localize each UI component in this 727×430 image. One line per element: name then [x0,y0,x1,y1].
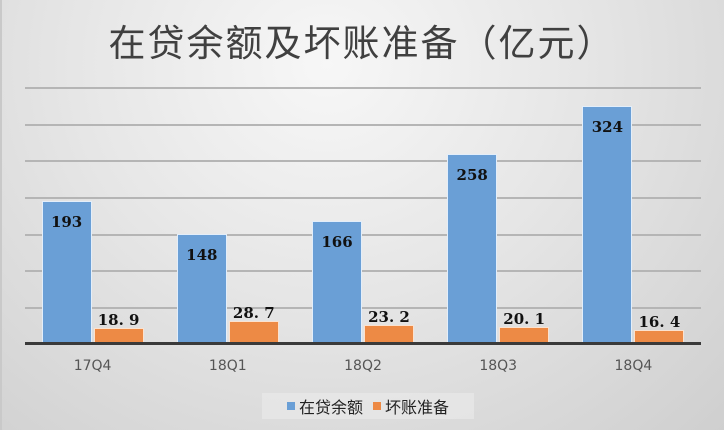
bar-loan-balance [41,201,92,342]
bar-bad-debt-provision [364,325,414,342]
gridline [25,234,701,236]
data-label-bad-debt-provision: 18. 9 [97,311,140,329]
legend-swatch-bad-debt-provision [373,402,381,410]
x-axis-label: 18Q1 [208,358,247,374]
bar-loan-balance [312,221,362,342]
x-axis-label: 18Q4 [614,358,653,374]
data-label-loan-balance: 193 [50,213,83,231]
legend-item-bad-debt-provision: 坏账准备 [373,394,449,418]
gridline [25,307,701,309]
bar-bad-debt-provision [228,321,279,342]
x-axis-label: 18Q2 [344,358,382,374]
data-label-loan-balance: 148 [186,246,218,264]
legend-item-loan-balance: 在贷余额 [286,394,363,418]
gridline [25,124,701,126]
data-label-loan-balance: 258 [456,166,488,184]
legend: 在贷余额 坏账准备 [262,393,474,419]
x-axis-label: 17Q4 [73,358,112,374]
data-label-bad-debt-provision: 28. 7 [232,304,275,322]
gridline [25,197,701,199]
bar-loan-balance [582,106,633,342]
legend-label-bad-debt-provision: 坏账准备 [385,398,450,417]
legend-label-loan-balance: 在贷余额 [298,398,363,417]
data-label-bad-debt-provision: 23. 2 [368,308,410,326]
bar-bad-debt-provision [499,327,550,342]
bar-bad-debt-provision [93,328,144,342]
x-axis-label: 18Q3 [479,358,518,374]
gridline [25,160,701,162]
bar-bad-debt-provision [634,330,685,342]
bar-loan-balance [176,234,227,342]
data-label-bad-debt-provision: 16. 4 [638,313,681,331]
legend-swatch-loan-balance [286,402,295,410]
gridline [25,270,701,272]
gridline [25,87,701,89]
x-axis-line [25,342,701,345]
bar-loan-balance [447,154,498,342]
data-label-loan-balance: 166 [321,233,353,251]
plot-area: 193 18. 9 148 28. 7 166 23. 2 258 20. 1 324 16. 4 [25,50,701,345]
data-label-bad-debt-provision: 20. 1 [503,310,546,328]
chart-title: 在贷余额及坏账准备（亿元） [108,22,616,65]
data-label-loan-balance: 324 [591,118,624,136]
right-edge [724,0,727,430]
